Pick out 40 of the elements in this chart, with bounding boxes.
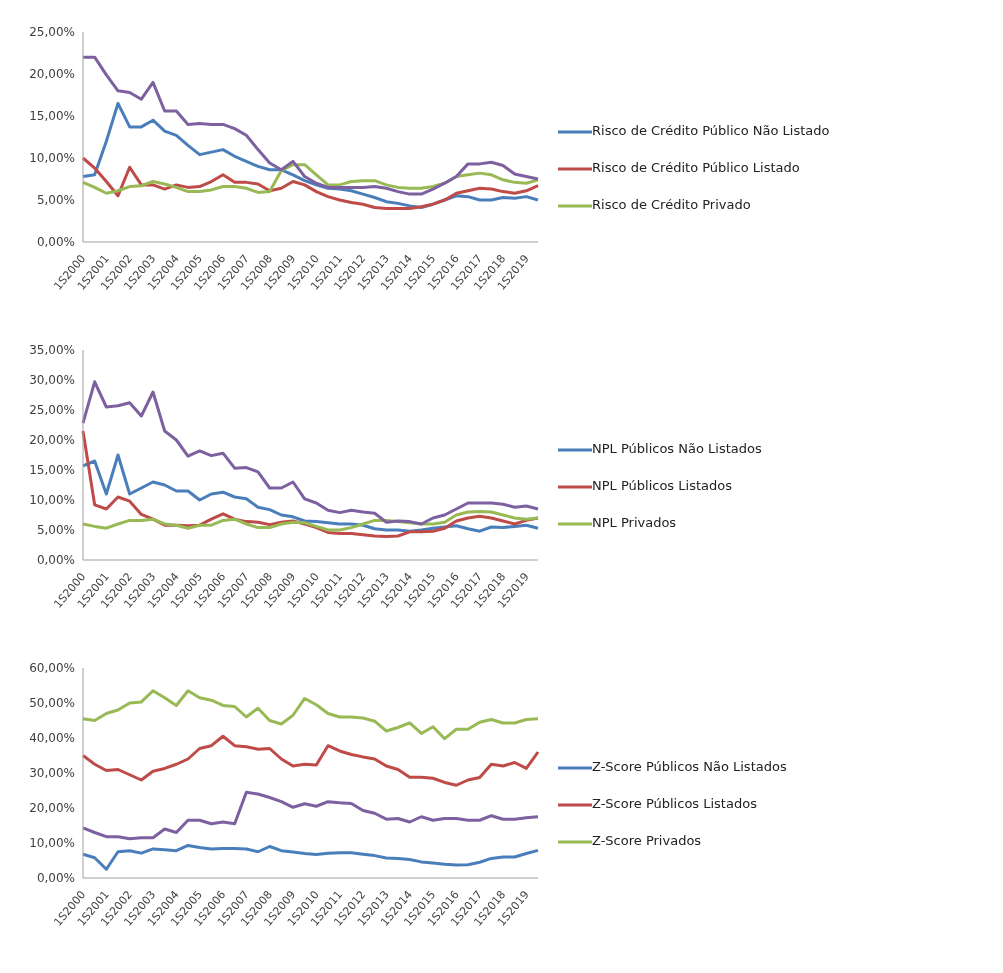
y-tick-label: 5,00% bbox=[36, 193, 75, 208]
legend-label: Z-Score Privados bbox=[592, 832, 702, 848]
y-tick-label: 30,00% bbox=[29, 766, 75, 781]
y-tick-label: 5,00% bbox=[36, 523, 75, 538]
y-tick-label: 0,00% bbox=[36, 553, 75, 568]
y-tick-label: 40,00% bbox=[29, 731, 75, 746]
y-tick-label: 50,00% bbox=[29, 696, 75, 711]
y-tick-label: 20,00% bbox=[29, 433, 75, 448]
legend-label: Z-Score Públicos Listados bbox=[592, 795, 757, 811]
legend-label: NPL Públicos Não Listados bbox=[592, 440, 762, 456]
line-series bbox=[81, 689, 540, 741]
y-tick-label: 10,00% bbox=[29, 493, 75, 508]
legend-label: Risco de Crédito Público Listado bbox=[592, 159, 800, 175]
y-tick-label: 10,00% bbox=[29, 836, 75, 851]
y-tick-label: 15,00% bbox=[29, 109, 75, 124]
line-series bbox=[81, 453, 540, 533]
line-series bbox=[81, 163, 540, 195]
y-tick-label: 0,00% bbox=[36, 235, 75, 250]
y-tick-label: 15,00% bbox=[29, 463, 75, 478]
y-tick-label: 30,00% bbox=[29, 373, 75, 388]
line-series bbox=[81, 790, 540, 841]
line-series bbox=[81, 843, 540, 871]
legend-label: NPL Públicos Listados bbox=[592, 477, 732, 493]
y-tick-label: 25,00% bbox=[29, 25, 75, 40]
line-series bbox=[81, 380, 540, 526]
line-series bbox=[81, 734, 540, 787]
y-tick-label: 25,00% bbox=[29, 403, 75, 418]
y-tick-label: 0,00% bbox=[36, 871, 75, 886]
y-tick-label: 20,00% bbox=[29, 801, 75, 816]
y-tick-label: 10,00% bbox=[29, 151, 75, 166]
line-series bbox=[81, 55, 540, 196]
legend-label: Risco de Crédito Privado bbox=[592, 196, 751, 212]
legend-label: NPL Privados bbox=[592, 514, 677, 530]
y-tick-label: 20,00% bbox=[29, 67, 75, 82]
legend-label: Z-Score Públicos Não Listados bbox=[592, 758, 787, 774]
y-tick-label: 35,00% bbox=[29, 343, 75, 358]
legend-label: Risco de Crédito Público Não Listado bbox=[592, 122, 830, 138]
line-series bbox=[81, 509, 540, 532]
line-series bbox=[81, 156, 540, 210]
y-tick-label: 60,00% bbox=[29, 661, 75, 676]
